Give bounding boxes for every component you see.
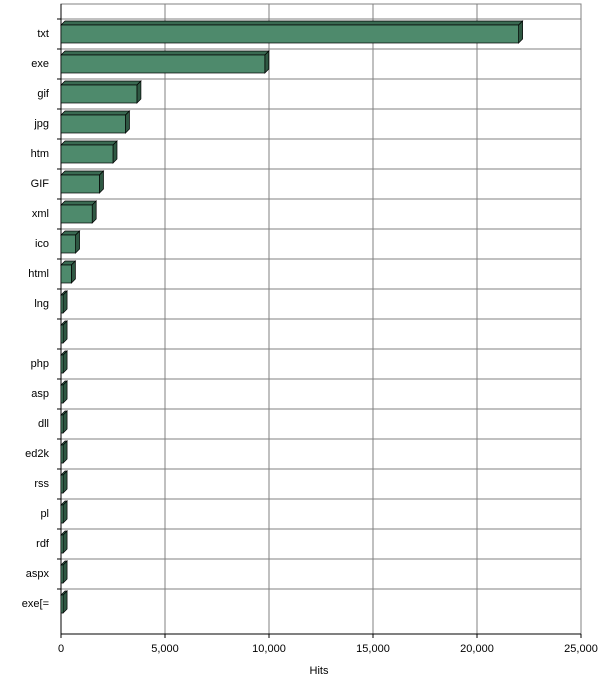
bar-face <box>60 24 519 44</box>
bar-face <box>60 324 64 344</box>
bar-face <box>60 84 138 104</box>
y-tick-label: ico <box>35 238 49 250</box>
x-tick-label: 5,000 <box>151 643 179 655</box>
y-tick-label: jpg <box>33 118 49 130</box>
bar-face <box>60 80 142 86</box>
bar-face <box>60 54 266 74</box>
y-tick-label: aspx <box>26 568 50 580</box>
bar-face <box>518 20 523 44</box>
bar-face <box>62 560 68 584</box>
bar-face <box>60 20 524 26</box>
bar-face <box>60 384 64 404</box>
bar-face <box>62 320 68 344</box>
x-tick-label: 15,000 <box>356 643 390 655</box>
bar-face <box>60 534 64 554</box>
bar-face <box>60 234 76 254</box>
bar <box>60 440 68 464</box>
x-tick-label: 20,000 <box>460 643 494 655</box>
bar-face <box>60 594 64 614</box>
bar-face <box>62 350 68 374</box>
bar-face <box>60 564 64 584</box>
bar-face <box>60 174 100 194</box>
bar-face <box>60 144 114 164</box>
bar-face <box>75 230 80 254</box>
bar-face <box>125 110 130 134</box>
bar-face <box>60 204 93 224</box>
y-tick-label: php <box>31 358 49 370</box>
bar <box>60 290 68 314</box>
y-tick-label: exe[= <box>22 598 49 610</box>
bar-face <box>264 50 270 74</box>
bar-face <box>62 470 68 494</box>
bar-face <box>60 140 118 146</box>
x-tick-label: 25,000 <box>564 643 598 655</box>
x-tick-label: 10,000 <box>252 643 286 655</box>
bar <box>60 80 142 104</box>
x-axis-title: Hits <box>310 665 329 677</box>
y-tick-label: ed2k <box>25 448 49 460</box>
bar <box>60 140 118 164</box>
y-tick-label: dll <box>38 418 49 430</box>
bar <box>60 560 68 584</box>
y-tick-label: txt <box>37 28 49 40</box>
bar-face <box>60 264 72 284</box>
y-tick-label: htm <box>31 148 49 160</box>
bar-face <box>62 440 68 464</box>
y-tick-label: xml <box>32 208 49 220</box>
bar-face <box>99 170 104 194</box>
bar-face <box>62 530 68 554</box>
bar <box>60 530 68 554</box>
bar-face <box>60 114 126 134</box>
y-tick-label: asp <box>31 388 49 400</box>
bar <box>60 380 68 404</box>
bar-face <box>60 354 64 374</box>
y-tick-label: rss <box>34 478 49 490</box>
bar <box>60 410 68 434</box>
bar-face <box>60 504 64 524</box>
bar <box>60 260 77 284</box>
bar-face <box>60 170 105 176</box>
y-tick-label: lng <box>34 298 49 310</box>
bar-face <box>60 444 64 464</box>
bar-face <box>62 290 68 314</box>
bar-face <box>60 414 64 434</box>
x-tick-label: 0 <box>58 643 64 655</box>
bar-face <box>60 200 98 206</box>
bar <box>60 500 68 524</box>
bar <box>60 320 68 344</box>
bar <box>60 200 98 224</box>
bar-face <box>71 260 76 284</box>
bar-face <box>62 380 68 404</box>
bar-face <box>62 410 68 434</box>
bar-face <box>136 80 142 104</box>
y-tick-label: gif <box>37 88 50 100</box>
bar <box>60 470 68 494</box>
bar <box>60 350 68 374</box>
bar <box>60 20 524 44</box>
y-tick-label: html <box>28 268 49 280</box>
bar <box>60 590 68 614</box>
bar-face <box>60 110 131 116</box>
bar-face <box>112 140 118 164</box>
bar-face <box>62 500 68 524</box>
y-tick-label: rdf <box>36 538 50 550</box>
bar-face <box>60 50 270 56</box>
y-tick-label: exe <box>31 58 49 70</box>
bar-face <box>60 294 64 314</box>
y-tick-label: pl <box>40 508 49 520</box>
bar <box>60 50 270 74</box>
bar <box>60 170 105 194</box>
bar-face <box>62 590 68 614</box>
bar <box>60 110 131 134</box>
y-tick-label: GIF <box>31 178 50 190</box>
bar <box>60 230 81 254</box>
bar-face <box>91 200 97 224</box>
bar-face <box>60 474 64 494</box>
